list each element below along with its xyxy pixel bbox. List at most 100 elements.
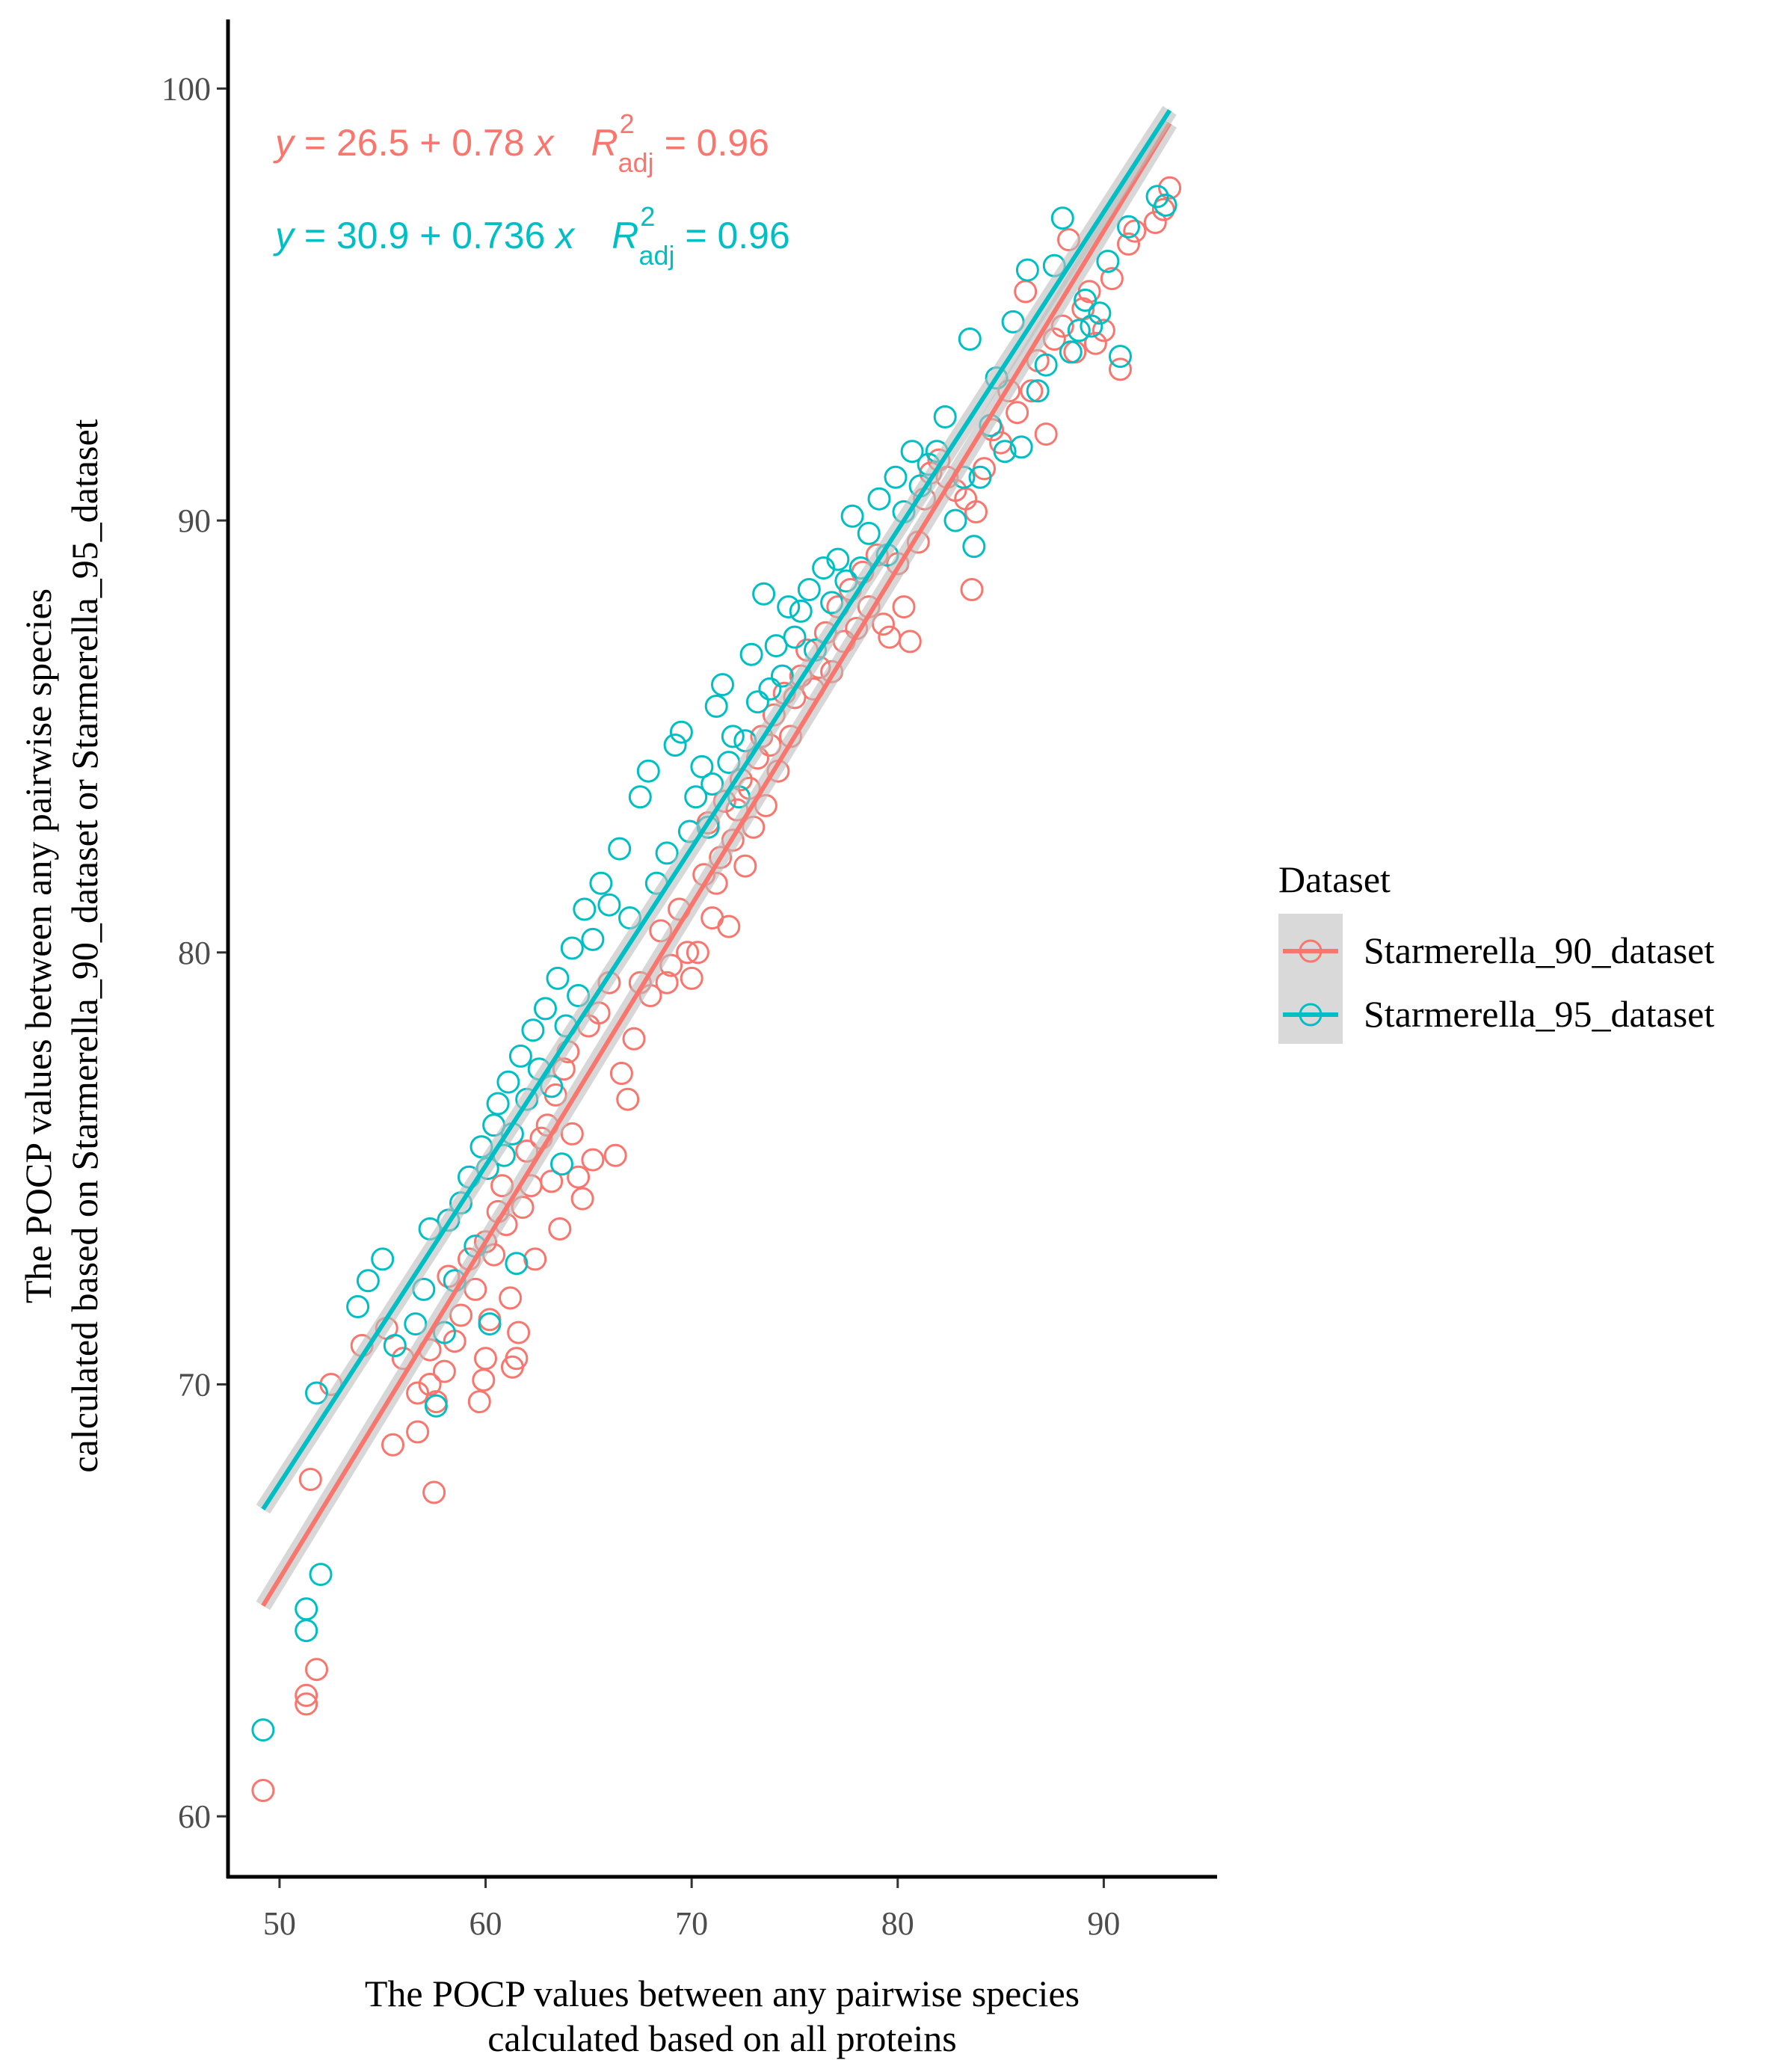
eq-x-var: x bbox=[554, 215, 576, 256]
point-series-2-82 bbox=[884, 465, 908, 489]
x-axis-title-line-1: The POCP values between any pairwise spe… bbox=[365, 1973, 1080, 2014]
point-series-2-2 bbox=[295, 1597, 318, 1621]
point-series-1-47 bbox=[567, 1165, 591, 1189]
point-series-1-43 bbox=[548, 1217, 572, 1240]
point-series-2-96 bbox=[993, 440, 1017, 464]
point-series-2-50 bbox=[669, 720, 693, 744]
eq-body: = 30.9 + 0.736 bbox=[294, 215, 555, 256]
legend-title: Dataset bbox=[1278, 858, 1391, 900]
x-tick-label-0: 50 bbox=[263, 1905, 296, 1942]
point-series-2-105 bbox=[1067, 319, 1091, 342]
point-series-1-113 bbox=[960, 578, 984, 601]
point-series-1-60 bbox=[655, 971, 679, 994]
y-axis-title-line-1: The POCP values between any pairwise spe… bbox=[17, 588, 59, 1303]
point-series-2-34 bbox=[546, 966, 570, 990]
point-series-1-23 bbox=[472, 1368, 496, 1392]
point-series-2-23 bbox=[486, 1092, 510, 1116]
point-series-1-16 bbox=[432, 1359, 456, 1383]
y-axis-title-line-2: calculated based on Starmerella_90_datas… bbox=[64, 419, 105, 1472]
point-series-2-93 bbox=[968, 465, 992, 489]
point-series-2-65 bbox=[758, 677, 782, 701]
point-series-2-56 bbox=[704, 695, 728, 718]
point-series-1-2 bbox=[295, 1683, 318, 1707]
point-series-1-130 bbox=[1083, 331, 1107, 355]
legend-label-starmerella-95: Starmerella_95_dataset bbox=[1364, 993, 1714, 1035]
eq-r-var: R bbox=[591, 122, 618, 164]
point-series-2-52 bbox=[684, 785, 708, 809]
point-series-2-35 bbox=[550, 1152, 573, 1176]
point-series-2-77 bbox=[840, 504, 864, 528]
points-layer bbox=[251, 176, 1182, 1802]
legend-label-starmerella-90: Starmerella_90_dataset bbox=[1364, 929, 1714, 971]
point-series-2-57 bbox=[711, 673, 734, 697]
eq-y-var: y bbox=[273, 215, 296, 256]
point-series-1-41 bbox=[540, 1169, 564, 1193]
point-series-1-119 bbox=[1006, 401, 1029, 425]
point-series-1-138 bbox=[1158, 176, 1182, 200]
point-series-2-21 bbox=[478, 1312, 502, 1336]
point-series-1-135 bbox=[1123, 219, 1147, 243]
y-tick-label-4: 100 bbox=[161, 70, 211, 107]
ticks-layer: 50 60 70 80 90 60 70 80 90 100 bbox=[161, 70, 1120, 1942]
x-tick-label-2: 70 bbox=[675, 1905, 708, 1942]
legend-marker-1 bbox=[1299, 939, 1323, 963]
point-series-2-92 bbox=[962, 535, 986, 559]
x-tick-label-1: 60 bbox=[469, 1905, 502, 1942]
point-series-1-54 bbox=[609, 1062, 633, 1085]
point-series-1-102 bbox=[878, 625, 902, 649]
point-series-1-19 bbox=[449, 1303, 472, 1327]
point-series-2-4 bbox=[305, 1381, 328, 1405]
point-series-1-133 bbox=[1109, 357, 1132, 381]
point-series-2-104 bbox=[1059, 340, 1083, 364]
point-series-1-104 bbox=[892, 595, 916, 619]
eq-spacer bbox=[554, 122, 591, 164]
point-series-1-12 bbox=[418, 1373, 442, 1396]
point-series-2-67 bbox=[770, 664, 794, 688]
point-series-2-106 bbox=[1074, 289, 1097, 312]
point-series-2-46 bbox=[636, 759, 660, 783]
legend-keys bbox=[1283, 939, 1338, 1027]
point-series-1-123 bbox=[1034, 422, 1058, 446]
eq-superscript: 2 bbox=[640, 201, 655, 232]
eq-r-var: R bbox=[612, 215, 638, 256]
point-series-2-69 bbox=[783, 625, 807, 649]
point-series-2-6 bbox=[356, 1269, 380, 1293]
point-series-2-40 bbox=[581, 927, 605, 951]
point-series-2-71 bbox=[797, 578, 821, 601]
eq-r2-value: = 0.96 bbox=[674, 215, 789, 256]
point-series-2-32 bbox=[534, 997, 557, 1021]
point-series-2-45 bbox=[628, 785, 652, 809]
point-series-1-64 bbox=[680, 966, 703, 990]
point-series-2-107 bbox=[1080, 314, 1103, 338]
point-series-2-53 bbox=[690, 754, 714, 778]
point-series-1-4 bbox=[298, 1468, 322, 1491]
point-series-1-34 bbox=[507, 1320, 531, 1344]
point-series-1-14 bbox=[422, 1481, 446, 1504]
point-series-1-136 bbox=[1143, 211, 1167, 234]
point-series-2-12 bbox=[424, 1394, 448, 1418]
point-series-1-65 bbox=[686, 941, 709, 965]
point-series-1-31 bbox=[499, 1286, 523, 1310]
eq-y-var: y bbox=[273, 122, 296, 164]
point-series-1-8 bbox=[381, 1433, 404, 1457]
point-series-1-132 bbox=[1100, 267, 1124, 291]
y-tick-label-2: 80 bbox=[178, 935, 211, 971]
point-series-1-121 bbox=[1020, 379, 1044, 403]
point-series-1-25 bbox=[478, 1308, 502, 1332]
point-series-2-112 bbox=[1145, 185, 1169, 209]
point-series-2-43 bbox=[608, 837, 632, 861]
point-series-2-39 bbox=[573, 897, 597, 921]
point-series-2-1 bbox=[295, 1619, 318, 1643]
equation-starmerella-95: y = 30.9 + 0.736 x R2 adj = 0.96 bbox=[273, 201, 790, 271]
point-series-1-0 bbox=[251, 1779, 275, 1802]
point-series-1-11 bbox=[406, 1381, 430, 1405]
point-series-2-109 bbox=[1096, 250, 1120, 273]
point-series-2-111 bbox=[1117, 215, 1140, 239]
point-series-2-0 bbox=[251, 1718, 275, 1742]
point-series-2-27 bbox=[505, 1252, 529, 1276]
point-series-2-68 bbox=[777, 595, 801, 619]
point-series-2-5 bbox=[346, 1295, 370, 1318]
point-series-2-98 bbox=[1009, 435, 1033, 459]
point-series-1-50 bbox=[581, 1148, 605, 1172]
